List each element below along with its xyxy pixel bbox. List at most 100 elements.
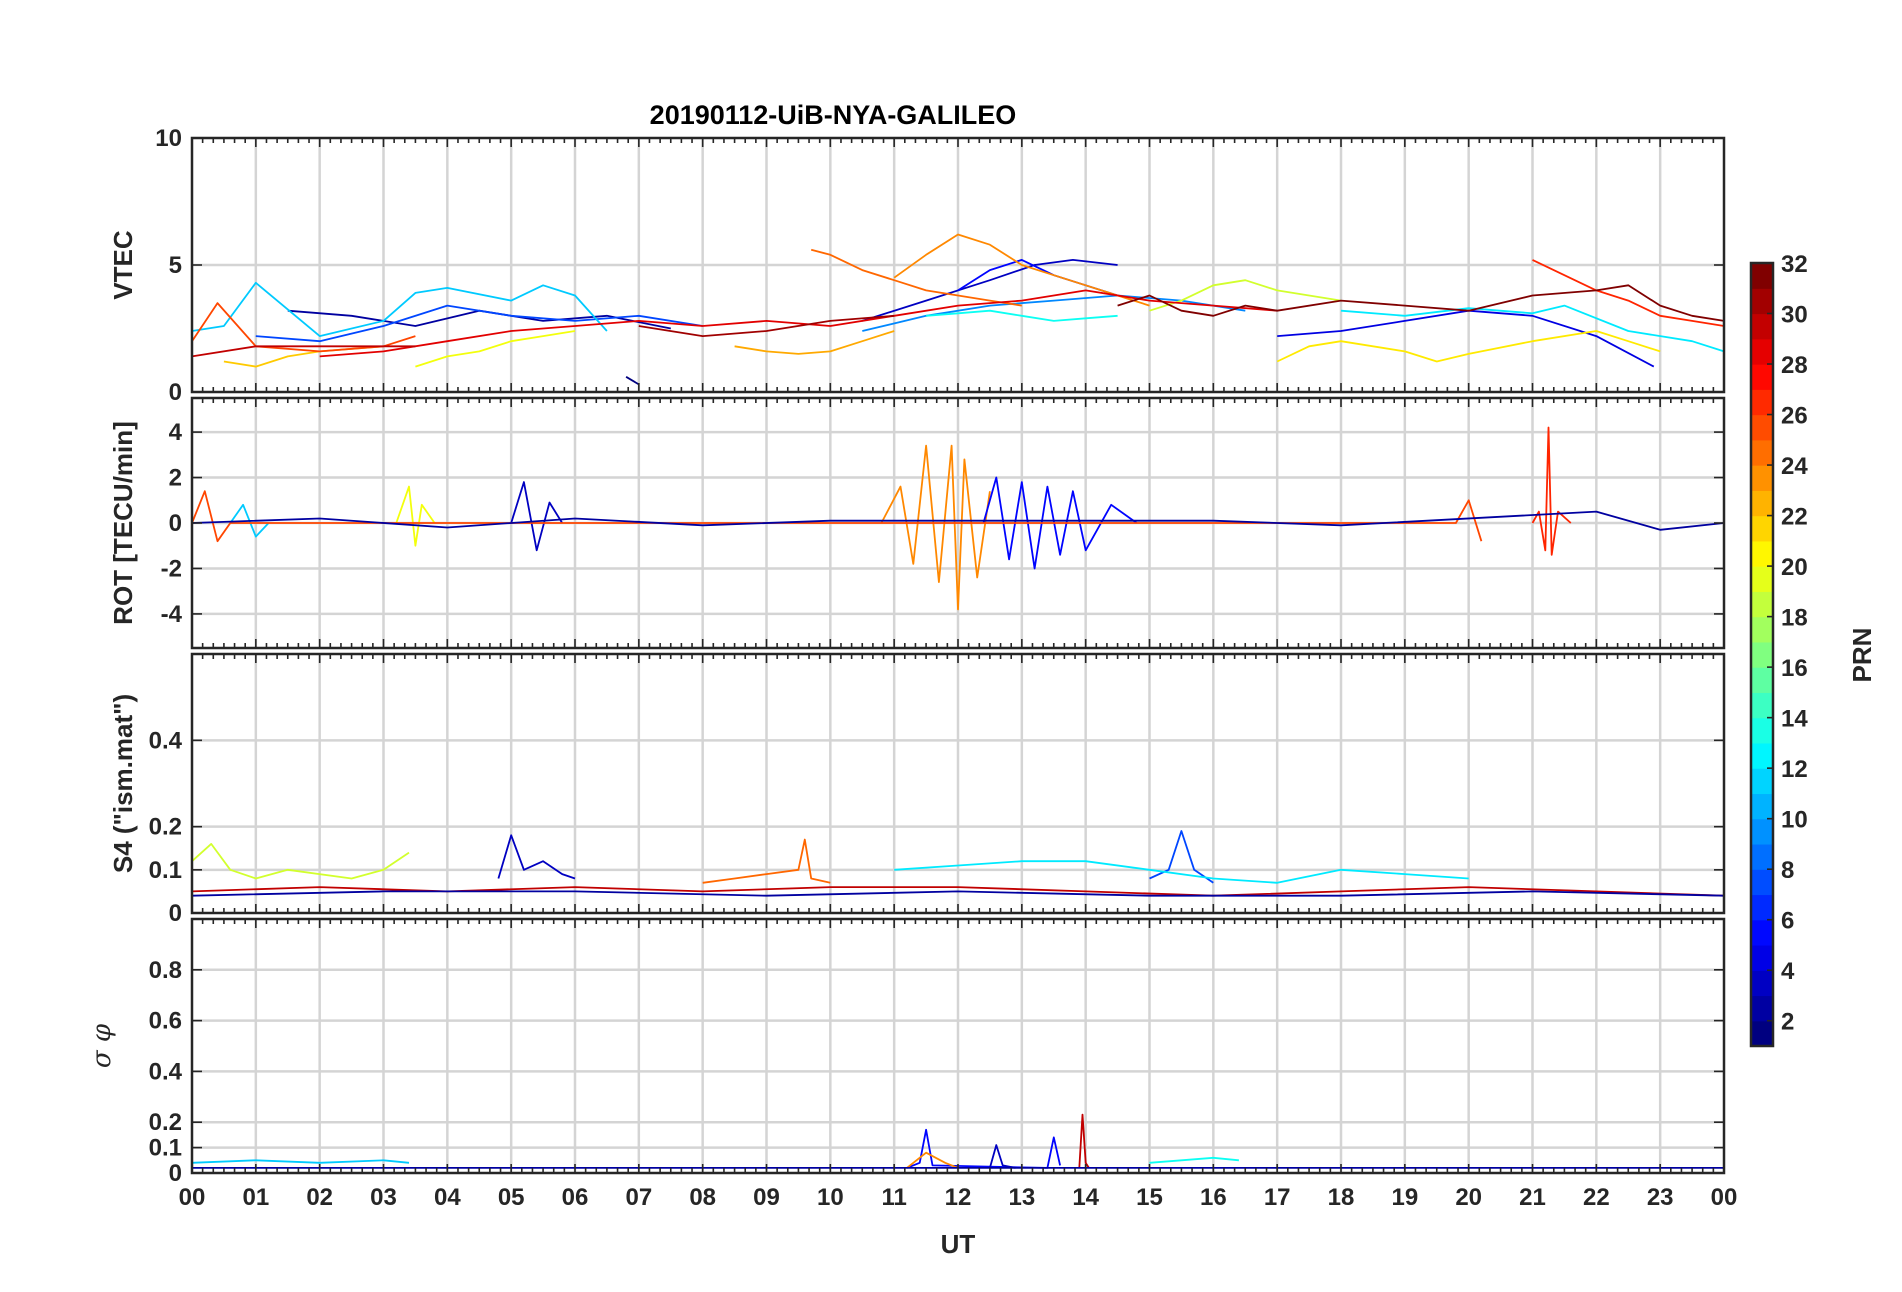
x-tick-label: 05 <box>498 1184 525 1211</box>
y-tick-label: 0.8 <box>149 957 182 984</box>
colorbar-tick-label: 24 <box>1781 453 1808 480</box>
series-line-prn-2 <box>191 890 1725 897</box>
series-line-prn-27 <box>1531 426 1572 556</box>
colorbar-tick-label: 16 <box>1781 655 1808 682</box>
colorbar-tick-label: 30 <box>1781 302 1808 329</box>
x-tick-label: 06 <box>562 1184 589 1211</box>
series-line-prn-3 <box>989 1144 1016 1169</box>
colorbar-segment <box>1751 818 1773 845</box>
series-line-prn-19 <box>191 843 410 880</box>
panel-frame <box>190 136 1726 394</box>
y-axis-label: σ φ <box>87 1023 117 1068</box>
colorbar-tick-label: 2 <box>1781 1009 1794 1036</box>
panel-vtec: 0 5 10 VTEC <box>108 125 1726 406</box>
colorbar-tick-label: 6 <box>1781 908 1794 935</box>
colorbar-tick-label: 18 <box>1781 605 1808 632</box>
colorbar-segment <box>1751 338 1773 365</box>
series-line-prn-3 <box>510 481 563 552</box>
y-tick-label: 5 <box>169 252 182 279</box>
series-line-prn-25 <box>810 248 1022 307</box>
colorbar-tick-label: 8 <box>1781 857 1794 884</box>
colorbar-segment <box>1751 793 1773 820</box>
series-line-prn-5 <box>906 1128 1061 1169</box>
series-line-prn-7 <box>255 304 703 343</box>
series-line-prn-5 <box>982 476 1138 570</box>
x-axis: 00 01 02 03 04 05 06 07 08 09 10 11 12 13 14 15 16 17 18 19… <box>179 1184 1738 1211</box>
x-tick-label: 16 <box>1200 1184 1227 1211</box>
colorbar-segment <box>1751 692 1773 719</box>
chart-title: 20190112-UiB-NYA-GALILEO <box>650 100 1017 130</box>
colorbar-tick-label: 10 <box>1781 807 1808 834</box>
colorbar-segment <box>1751 414 1773 441</box>
x-tick-label: 03 <box>370 1184 397 1211</box>
colorbar-segment <box>1751 616 1773 643</box>
y-tick-label: 0.1 <box>149 857 182 884</box>
x-tick-label: 04 <box>434 1184 461 1211</box>
x-tick-label: 19 <box>1391 1184 1418 1211</box>
x-tick-label: 07 <box>625 1184 652 1211</box>
series-line-prn-24 <box>906 1151 959 1169</box>
x-axis-label: UT <box>941 1229 976 1259</box>
colorbar-tick-label: 14 <box>1781 706 1808 733</box>
colorbar-segment <box>1751 364 1773 390</box>
y-tick-label: 0 <box>169 900 182 927</box>
x-tick-label: 18 <box>1328 1184 1355 1211</box>
series-line-prn-31 <box>638 314 895 338</box>
colorbar-segment <box>1751 869 1773 896</box>
y-axis-label: ROT [TECU/min] <box>108 421 138 625</box>
panel-frame <box>190 652 1726 915</box>
series-line-prn-29 <box>319 289 1278 358</box>
series-line-prn-20 <box>415 330 576 368</box>
series-line-prn-3 <box>497 834 576 880</box>
colorbar-segment <box>1751 768 1773 795</box>
colorbar-segment <box>1751 591 1773 618</box>
x-tick-label: 00 <box>179 1184 206 1211</box>
colorbar-tick-label: 26 <box>1781 403 1808 430</box>
colorbar-tick-label: 22 <box>1781 504 1808 531</box>
series-line-prn-23 <box>734 330 895 355</box>
colorbar-segment <box>1751 717 1773 744</box>
y-tick-label: -2 <box>161 555 182 582</box>
colorbar-tick-label: 4 <box>1781 958 1795 985</box>
series-line-prn-11 <box>191 1159 410 1164</box>
colorbar-segment <box>1751 566 1773 592</box>
colorbar-segment <box>1751 263 1773 289</box>
series-line-prn-30 <box>191 345 416 358</box>
panel-rot: -4 -2 0 2 4 ROT [TECU/min] <box>108 396 1726 650</box>
series-line-prn-12 <box>894 860 1469 884</box>
y-tick-label: 0.2 <box>149 814 182 841</box>
x-tick-label: 01 <box>242 1184 269 1211</box>
colorbar-segment <box>1751 288 1773 315</box>
x-tick-label: 00 <box>1711 1184 1738 1211</box>
y-tick-label: 0 <box>169 510 182 537</box>
colorbar-segment <box>1751 894 1773 921</box>
series-line-prn-13 <box>1149 1156 1239 1164</box>
series-line-prn-25 <box>702 838 831 884</box>
x-tick-label: 12 <box>945 1184 972 1211</box>
x-tick-label: 13 <box>1008 1184 1035 1211</box>
colorbar-segment <box>1751 742 1773 769</box>
series-line-prn-27 <box>1532 259 1725 327</box>
colorbar-segment <box>1751 1020 1773 1047</box>
series-line-prn-26 <box>191 302 416 353</box>
series-line-prn-21 <box>1276 330 1661 363</box>
x-tick-label: 02 <box>306 1184 333 1211</box>
panel-sigma-phi: 00.10.2 0.4 0.6 0.8 σ φ <box>87 917 1726 1187</box>
series-line-prn-20 <box>395 485 436 547</box>
colorbar-label: PRN <box>1847 628 1877 683</box>
colorbar-segment <box>1751 944 1773 971</box>
colorbar-segment <box>1751 843 1773 870</box>
colorbar-tick-label: 32 <box>1781 251 1808 278</box>
series-line-prn-33 <box>1117 284 1725 322</box>
x-tick-label: 11 <box>881 1184 906 1211</box>
series-line-prn-24 <box>893 233 1150 307</box>
colorbar-segment <box>1751 970 1773 997</box>
x-tick-label: 14 <box>1072 1184 1099 1211</box>
y-tick-label: 0.4 <box>149 1058 183 1085</box>
x-tick-label: 09 <box>753 1184 780 1211</box>
panel-frame <box>190 917 1726 1175</box>
y-tick-label: 0 <box>169 1160 182 1187</box>
x-tick-label: 22 <box>1583 1184 1610 1211</box>
y-tick-label: 2 <box>169 465 182 492</box>
